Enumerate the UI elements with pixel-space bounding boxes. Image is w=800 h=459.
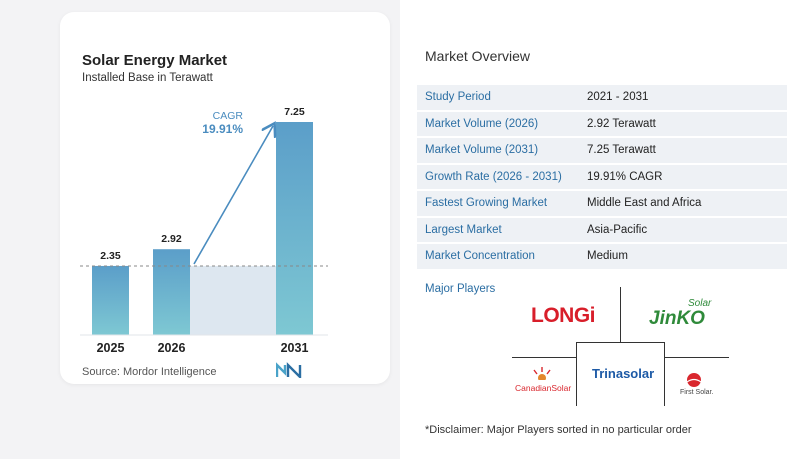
bar-2025 (92, 265, 129, 335)
row-key: Market Concentration (425, 250, 535, 263)
grid-divider (576, 342, 577, 406)
grid-divider (512, 357, 576, 358)
jinko-solar-label: Solar (688, 298, 712, 309)
table-row: Market Concentration Medium (417, 244, 787, 271)
chart-title: Solar Energy Market (82, 52, 228, 69)
row-value: 19.91% CAGR (587, 170, 663, 183)
source-note: Source: Mordor Intelligence (82, 366, 217, 378)
cagr-value: 19.91% (202, 122, 243, 136)
row-value: Asia-Pacific (587, 223, 648, 236)
x-tick-label: 2025 (97, 341, 125, 355)
grid-divider (665, 357, 729, 358)
cagr-label: CAGR (213, 110, 244, 122)
table-row: Growth Rate (2026 - 2031) 19.91% CAGR (417, 164, 787, 191)
row-value: 2.92 Terawatt (587, 117, 656, 130)
canadian-solar-sun-icon (533, 367, 551, 380)
first-solar-logo: First Solar. (680, 389, 714, 396)
cagr-arrow (193, 126, 273, 265)
jinko-logo: JinKO (649, 308, 705, 329)
grid-divider (664, 342, 665, 406)
row-key: Largest Market (425, 223, 502, 236)
table-row: Market Volume (2031) 7.25 Terawatt (417, 138, 787, 165)
row-value: 7.25 Terawatt (587, 144, 656, 157)
first-solar-sun-icon (686, 373, 702, 387)
data-label: 2.35 (100, 250, 121, 262)
grid-divider (620, 287, 621, 342)
row-key: Growth Rate (2026 - 2031) (425, 170, 562, 183)
overview-table: Study Period 2021 - 2031 Market Volume (2… (417, 85, 787, 271)
row-key: Study Period (425, 91, 491, 104)
overview-title: Market Overview (425, 48, 531, 64)
bar-chart: 2.35 2025 2.92 2026 7.25 2031 CAGR 19.91% (80, 106, 328, 355)
data-label: 2.92 (161, 233, 182, 245)
row-value: 2021 - 2031 (587, 91, 649, 104)
x-tick-label: 2031 (281, 341, 309, 355)
row-value: Medium (587, 250, 628, 263)
table-row: Market Volume (2026) 2.92 Terawatt (417, 111, 787, 138)
row-key: Fastest Growing Market (425, 197, 548, 210)
row-key: Market Volume (2031) (425, 144, 539, 157)
table-row: Fastest Growing Market Middle East and Af… (417, 191, 787, 218)
table-row: Study Period 2021 - 2031 (417, 85, 787, 112)
row-value: Middle East and Africa (587, 197, 702, 210)
major-players-title: Major Players (425, 283, 496, 295)
chart-subtitle: Installed Base in Terawatt (82, 72, 213, 84)
trina-solar-logo: Trinasolar (592, 366, 655, 381)
bar-2031 (276, 122, 313, 335)
grid-divider (576, 342, 665, 343)
bar-2026 (153, 249, 190, 335)
disclaimer: *Disclaimer: Major Players sorted in no … (425, 424, 692, 436)
table-row: Largest Market Asia-Pacific (417, 217, 787, 244)
canadian-solar-logo: CanadianSolar (515, 383, 572, 393)
data-label: 7.25 (284, 106, 305, 118)
mordor-logo-icon (276, 362, 302, 378)
longi-logo: LONGi (531, 304, 596, 327)
row-key: Market Volume (2026) (425, 117, 539, 130)
baseline-shade (190, 265, 276, 335)
x-tick-label: 2026 (158, 341, 186, 355)
